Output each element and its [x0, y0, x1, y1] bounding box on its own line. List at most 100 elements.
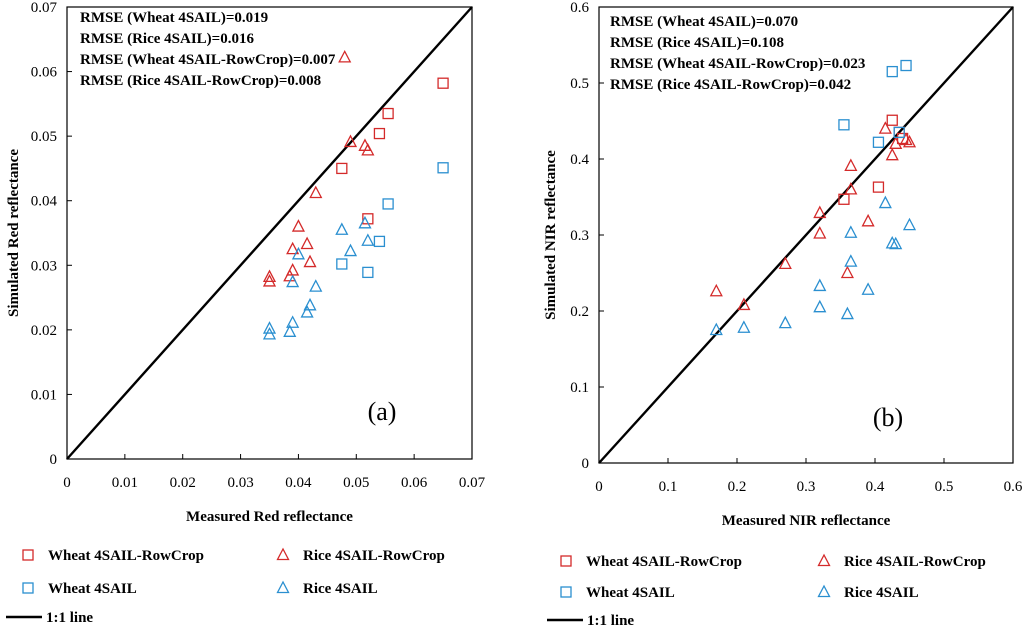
chart-b-point-rice-4sail-rowcrop — [861, 213, 875, 227]
chart-b-point-rice-4sail — [889, 236, 903, 250]
chart-b-legend-wheat-4sail-rowcrop-marker — [560, 555, 572, 567]
chart-b-point-rice-4sail — [902, 217, 917, 231]
chart-a-point-wheat-4sail — [382, 198, 394, 210]
chart-b-panel-label: (b) — [873, 403, 903, 432]
chart-a-point-rice-4sail — [335, 222, 349, 235]
chart-b-point-rice-4sail — [813, 278, 827, 292]
chart-b-point-rice-4sail-rowcrop — [844, 158, 858, 171]
chart-b-point-rice-4sail — [840, 306, 854, 320]
chart-b-point-rice-4sail — [861, 282, 875, 295]
chart-a-point-wheat-4sail-rowcrop — [382, 107, 394, 120]
chart-b-point-rice-4sail-rowcrop — [709, 283, 723, 297]
chart-a-legend-wheat-4sail-marker — [22, 582, 34, 594]
chart-b-point-rice-4sail — [778, 315, 792, 329]
chart-b-point-wheat-4sail — [838, 119, 850, 131]
chart-a-point-rice-4sail — [358, 215, 372, 229]
chart-b-point-wheat-4sail — [886, 65, 898, 78]
chart-a-point-wheat-4sail-rowcrop — [437, 77, 449, 89]
chart-b-point-rice-4sail-rowcrop — [737, 297, 751, 311]
chart-b-y-tick-label: 0.5 — [570, 76, 589, 92]
chart-b-legend-wheat-4sail-marker — [560, 586, 572, 598]
chart-b-y-tick-label: 0 — [582, 456, 590, 472]
chart-b-legend-wheat-4sail-label: Wheat 4SAIL — [586, 585, 675, 601]
chart-a-point-rice-4sail-rowcrop — [343, 134, 358, 148]
chart-b-x-tick-label: 0.1 — [659, 479, 678, 495]
chart-a-point-rice-4sail-rowcrop — [338, 49, 352, 63]
chart-a-point-rice-4sail-rowcrop — [262, 269, 277, 283]
chart-a-x-tick-label: 0.07 — [459, 475, 486, 491]
chart-b-point-rice-4sail-rowcrop — [889, 136, 903, 149]
chart-a-point-rice-4sail — [283, 324, 297, 337]
chart-b-x-tick-label: 0 — [595, 479, 603, 495]
chart-a-point-rice-4sail — [262, 321, 277, 334]
chart-a-y-tick-label: 0.07 — [31, 0, 58, 16]
chart-a-rmse-annotation: RMSE (Rice 4SAIL)=0.016 — [80, 31, 254, 47]
chart-a-rmse-annotation: RMSE (Wheat 4SAIL-RowCrop)=0.007 — [80, 52, 336, 68]
chart-b-legend-rice-4sail-marker — [817, 584, 831, 598]
chart-b-point-wheat-4sail — [900, 59, 912, 72]
chart-a-point-wheat-4sail — [373, 235, 386, 248]
chart-b-y-axis-label: Simulated NIR reflectance — [543, 150, 559, 320]
chart-b-point-rice-4sail — [844, 225, 858, 238]
chart-b-rmse-annotation: RMSE (Wheat 4SAIL-RowCrop)=0.023 — [610, 56, 865, 72]
chart-a-panel-label: (a) — [368, 397, 397, 426]
chart-b-legend-rice-4sail-rowcrop-marker — [817, 553, 831, 567]
chart-a-y-tick-label: 0 — [50, 452, 58, 468]
chart-b-y-tick-label: 0.6 — [570, 0, 589, 16]
chart-a-point-rice-4sail-rowcrop — [361, 142, 375, 156]
chart-b-rmse-annotation: RMSE (Rice 4SAIL-RowCrop)=0.042 — [610, 77, 851, 93]
chart-b-x-tick-label: 0.3 — [797, 479, 816, 495]
chart-a-x-tick-label: 0.03 — [227, 475, 253, 491]
chart-a-legend-wheat-4sail-label: Wheat 4SAIL — [48, 581, 137, 597]
chart-a-legend-wheat-4sail-rowcrop-label: Wheat 4SAIL-RowCrop — [48, 548, 204, 564]
chart-a-legend-one-to-one-label: 1:1 line — [46, 610, 93, 626]
chart-b-point-rice-4sail-rowcrop — [878, 121, 892, 134]
chart-a-rmse-annotation: RMSE (Wheat 4SAIL)=0.019 — [80, 10, 268, 26]
chart-a-point-rice-4sail-rowcrop — [309, 185, 323, 199]
chart-a-point-rice-4sail — [262, 326, 277, 340]
chart-a-point-rice-4sail — [343, 243, 358, 257]
chart-a-x-tick-label: 0.04 — [285, 475, 312, 491]
chart-a-point-rice-4sail-rowcrop — [300, 236, 314, 250]
chart-a-point-rice-4sail — [309, 279, 323, 292]
chart-b-point-rice-4sail — [709, 322, 723, 336]
chart-b-point-rice-4sail-rowcrop — [885, 147, 899, 161]
chart-b-x-tick-label: 0.6 — [1004, 479, 1023, 495]
chart-b-rmse-annotation: RMSE (Rice 4SAIL)=0.108 — [610, 35, 784, 51]
chart-b-point-rice-4sail — [844, 254, 858, 267]
chart-a-y-tick-label: 0.03 — [31, 258, 57, 274]
chart-b-point-rice-4sail — [737, 320, 751, 333]
chart-b-point-rice-4sail-rowcrop — [899, 132, 913, 146]
chart-a-rmse-annotation: RMSE (Rice 4SAIL-RowCrop)=0.008 — [80, 73, 321, 89]
chart-a-point-rice-4sail-rowcrop — [262, 274, 277, 287]
chart-a-point-wheat-4sail — [336, 258, 348, 270]
chart-b-point-rice-4sail-rowcrop — [902, 134, 917, 148]
chart-a-legend-rice-4sail-label: Rice 4SAIL — [303, 581, 378, 597]
chart-a-point-wheat-4sail — [437, 162, 449, 174]
chart-b-legend-one-to-one-label: 1:1 line — [587, 613, 634, 629]
chart-a-x-axis-label: Measured Red reflectance — [186, 509, 353, 525]
chart-b-y-tick-label: 0.4 — [570, 152, 589, 168]
chart-a-plot-frame — [66, 6, 473, 460]
chart-a-x-tick-label: 0.06 — [401, 475, 428, 491]
chart-a-point-wheat-4sail-rowcrop — [336, 162, 348, 175]
chart-a-point-rice-4sail — [303, 297, 317, 311]
chart-b-x-tick-label: 0.4 — [866, 479, 885, 495]
chart-b-point-wheat-4sail-rowcrop — [872, 181, 885, 193]
chart-a-point-rice-4sail-rowcrop — [286, 241, 300, 255]
chart-a-x-tick-label: 0.01 — [112, 475, 138, 491]
chart-b-point-rice-4sail-rowcrop — [813, 226, 827, 239]
chart-b-y-tick-label: 0.3 — [570, 228, 589, 244]
chart-b-legend-wheat-4sail-rowcrop-label: Wheat 4SAIL-RowCrop — [586, 554, 742, 570]
chart-a-point-rice-4sail — [286, 274, 300, 288]
chart-b-point-wheat-4sail — [893, 126, 905, 139]
chart-a-point-rice-4sail — [361, 233, 375, 246]
chart-a-legend-wheat-4sail-rowcrop-marker — [22, 549, 34, 561]
chart-a-point-rice-4sail — [291, 246, 306, 260]
chart-b-point-wheat-4sail — [872, 136, 885, 148]
chart-b-y-tick-label: 0.2 — [570, 304, 589, 320]
chart-b-point-rice-4sail — [885, 235, 899, 249]
chart-a-y-axis-label: Simulated Red reflectance — [6, 149, 22, 317]
chart-a-point-rice-4sail-rowcrop — [303, 254, 317, 268]
